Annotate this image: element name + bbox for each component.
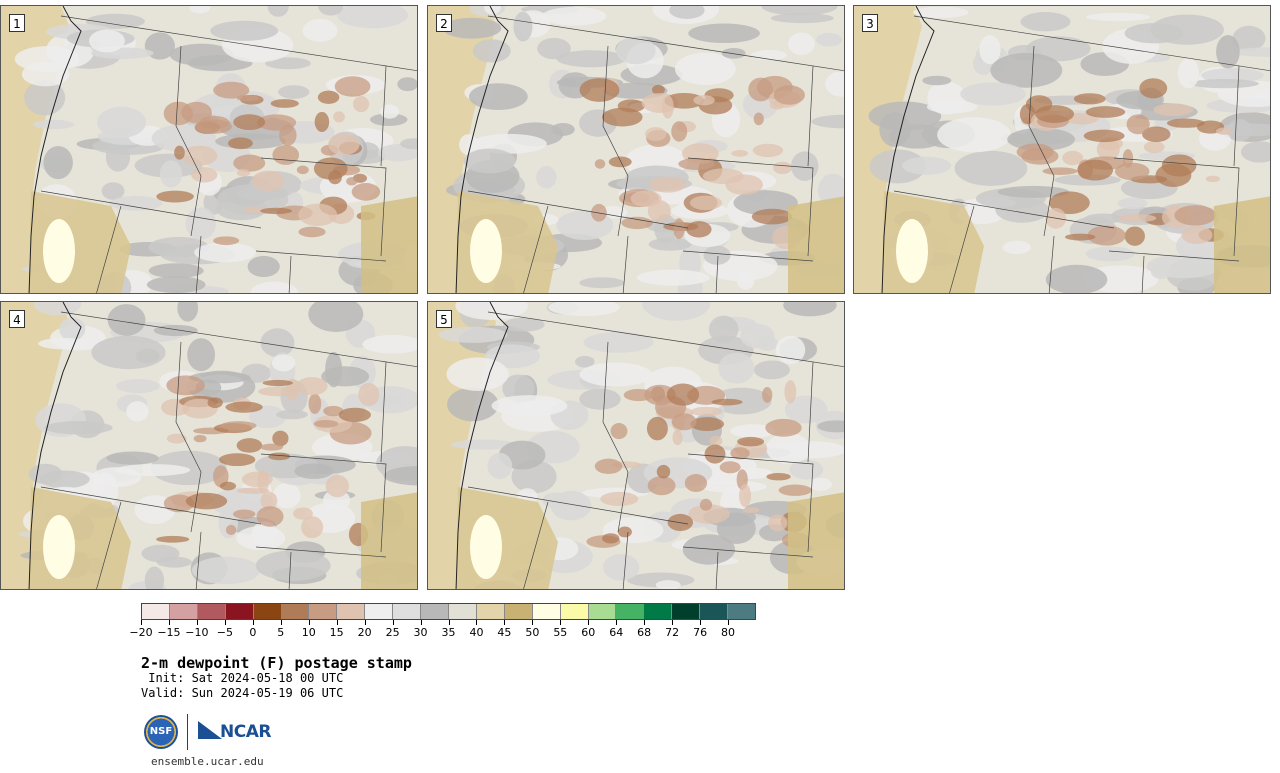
postage-stamp-panel-4[interactable]: 4: [0, 301, 418, 590]
ncar-logo-text: NCAR: [220, 722, 271, 742]
colorbar-swatch: [476, 604, 505, 619]
colorbar-tick-label: 25: [385, 626, 400, 639]
colorbar-tick: [392, 620, 394, 625]
colorbar-swatch: [169, 604, 198, 619]
panel-number-label: 1: [9, 14, 25, 32]
colorbar-tick-label: 50: [525, 626, 540, 639]
colorbar-tick-label: 72: [665, 626, 680, 639]
colorbar-swatch: [337, 604, 366, 619]
colorbar-tick-label: 80: [721, 626, 736, 639]
colorbar-swatch: [142, 604, 170, 619]
colorbar-tick: [644, 620, 646, 625]
colorbar-tick-label: −15: [157, 626, 181, 639]
dewpoint-map: [428, 302, 844, 589]
colorbar-swatch: [588, 604, 617, 619]
panel-number-label: 3: [862, 14, 878, 32]
panel-number-label: 4: [9, 310, 25, 328]
colorbar-tick-label: 68: [637, 626, 652, 639]
colorbar-tick: [728, 620, 730, 625]
panel-number-label: 2: [436, 14, 452, 32]
colorbar-tick-label: 0: [249, 626, 257, 639]
colorbar-tick: [224, 620, 226, 625]
colorbar-tick-label: 64: [609, 626, 624, 639]
colorbar-swatch: [197, 604, 226, 619]
postage-stamp-panel-5[interactable]: 5: [427, 301, 845, 590]
postage-stamp-panel-2[interactable]: 2: [427, 5, 845, 294]
colorbar-tick-label: 76: [693, 626, 708, 639]
colorbar-swatch: [728, 604, 755, 619]
colorbar-tick: [280, 620, 282, 625]
colorbar-tick-label: 10: [301, 626, 316, 639]
colorbar-swatch: [421, 604, 449, 619]
colorbar-ticks: −20 −15 −10 −5 0 5 10 15 20 25 30 35 40 45 50 55 60 64 68 7…: [129, 620, 756, 640]
colorbar-tick: [168, 620, 170, 625]
colorbar-tick: [308, 620, 310, 625]
colorbar-tick-label: 20: [357, 626, 372, 639]
colorbar-swatch: [504, 604, 533, 619]
colorbar-tick: [336, 620, 338, 625]
colorbar-tick-label: −5: [216, 626, 233, 639]
figure-title: 2-m dewpoint (F) postage stamp: [141, 654, 412, 672]
colorbar-swatch: [672, 604, 701, 619]
colorbar-swatch: [225, 604, 254, 619]
colorbar-tick-label: 60: [581, 626, 596, 639]
colorbar-swatch: [309, 604, 338, 619]
colorbar-tick: [672, 620, 674, 625]
colorbar-tick: [588, 620, 590, 625]
postage-stamp-panel-3[interactable]: 3: [853, 5, 1271, 294]
nsf-logo: NSF: [144, 715, 178, 749]
colorbar-swatch: [393, 604, 422, 619]
colorbar-tick: [560, 620, 562, 625]
colorbar-swatch: [365, 604, 394, 619]
colorbar-tick: [532, 620, 534, 625]
dewpoint-map: [1, 6, 417, 293]
dewpoint-map: [854, 6, 1270, 293]
colorbar-tick: [448, 620, 450, 625]
ncar-mark-icon: [198, 721, 222, 739]
colorbar-tick-label: −20: [129, 626, 153, 639]
colorbar-swatch: [281, 604, 310, 619]
colorbar-tick-label: 35: [441, 626, 456, 639]
colorbar-tick-label: −10: [185, 626, 209, 639]
colorbar-swatch: [448, 604, 477, 619]
site-url[interactable]: ensemble.ucar.edu: [151, 755, 264, 768]
valid-time: Valid: Sun 2024-05-19 06 UTC: [141, 686, 344, 700]
colorbar-tick: [700, 620, 702, 625]
logos: NSF NCAR: [144, 714, 284, 752]
postage-stamp-panel-1[interactable]: 1: [0, 5, 418, 294]
colorbar-tick: [196, 620, 198, 625]
dewpoint-map: [1, 302, 417, 589]
colorbar-tick-label: 45: [497, 626, 512, 639]
colorbar-tick-label: 5: [277, 626, 285, 639]
colorbar-swatch: [560, 604, 589, 619]
panel-number-label: 5: [436, 310, 452, 328]
colorbar-tick: [141, 620, 142, 625]
colorbar-tick-label: 15: [329, 626, 344, 639]
colorbar-swatch: [700, 604, 729, 619]
colorbar-tick-label: 55: [553, 626, 568, 639]
colorbar-swatch: [532, 604, 561, 619]
colorbar-tick: [252, 620, 254, 625]
colorbar-tick-label: 30: [413, 626, 428, 639]
colorbar-swatch: [644, 604, 673, 619]
init-time: Init: Sat 2024-05-18 00 UTC: [141, 671, 344, 685]
logo-divider: [187, 714, 188, 750]
colorbar-tick: [504, 620, 506, 625]
colorbar-tick-label: 40: [469, 626, 484, 639]
colorbar-swatch: [253, 604, 282, 619]
dewpoint-colorbar: [141, 603, 756, 620]
dewpoint-map: [428, 6, 844, 293]
colorbar-tick: [616, 620, 618, 625]
colorbar-swatch: [616, 604, 645, 619]
colorbar-tick: [476, 620, 478, 625]
colorbar-tick: [420, 620, 422, 625]
colorbar-tick: [364, 620, 366, 625]
